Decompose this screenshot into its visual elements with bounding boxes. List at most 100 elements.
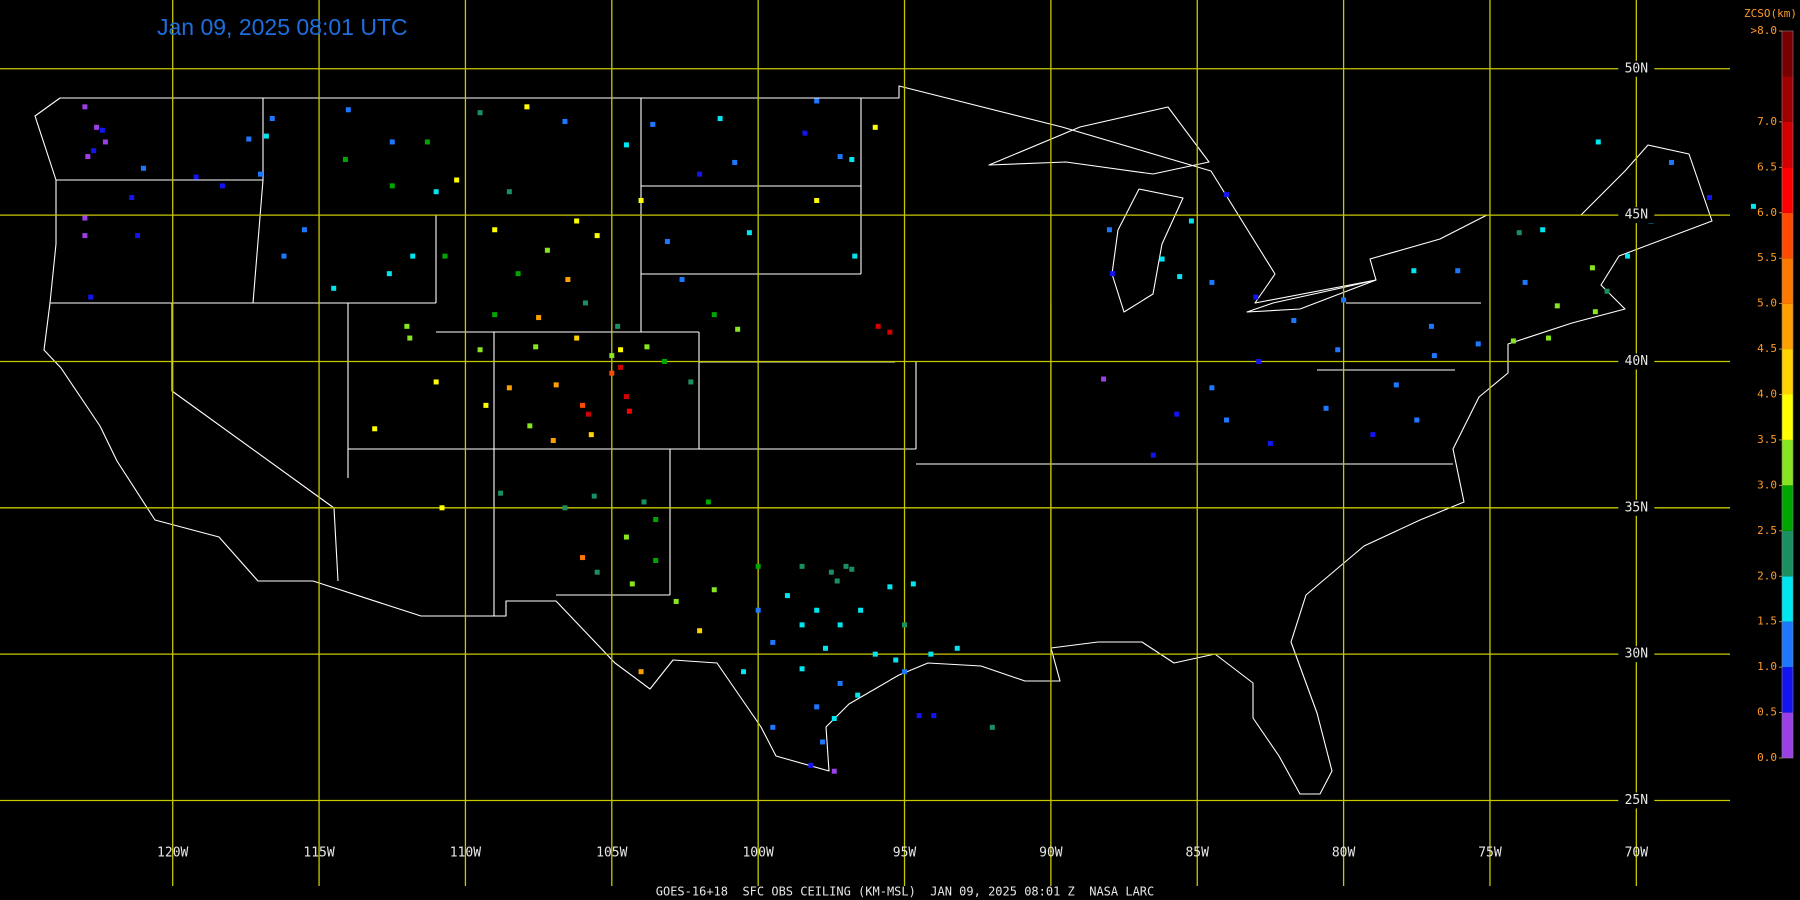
station-obs [219,183,225,189]
colorbar-bin [1782,712,1793,758]
colorbar-label: 3.5 [1757,433,1777,446]
station-obs [483,402,489,408]
station-obs [389,183,395,189]
station-obs [1475,341,1481,347]
station-obs [837,622,843,628]
station-obs [1177,274,1183,280]
colorbar-label: >8.0 [1751,24,1778,37]
station-obs [623,394,629,400]
station-obs [849,566,855,572]
lake-michigan [1111,188,1184,313]
colorbar-label: 3.0 [1757,478,1777,491]
station-obs [928,651,934,657]
station-obs [591,493,597,499]
station-obs [1625,253,1631,259]
station-obs [1589,265,1595,271]
station-obs [741,669,747,675]
lon-label: 115W [303,846,334,861]
station-obs [1595,139,1601,145]
station-obs [1540,227,1546,233]
colorbar-bin [1782,485,1793,531]
station-obs [954,645,960,651]
station-obs [386,271,392,277]
station-obs [580,402,586,408]
station-obs [1516,230,1522,236]
station-obs [433,379,439,385]
station-obs [814,704,820,710]
station-obs [433,189,439,195]
colorbar-bin [1782,31,1793,77]
colorbar-bin [1782,439,1793,486]
station-obs [1323,405,1329,411]
station-obs [301,227,307,233]
station-obs [372,426,378,432]
station-obs [799,622,805,628]
station-obs [533,344,539,350]
lon-label: 85W [1185,846,1209,861]
station-obs [258,171,264,177]
station-obs [822,645,828,651]
station-obs [345,107,351,113]
colorbar-label: 0.5 [1757,706,1777,719]
station-obs [799,666,805,672]
station-obs [770,724,776,730]
lon-label: 90W [1039,846,1063,861]
station-obs [94,124,100,130]
station-obs [88,294,94,300]
lake-superior [988,106,1210,175]
station-obs [615,323,621,329]
station-obs [331,285,337,291]
station-obs [1510,338,1516,344]
station-obs [1411,268,1417,274]
colorbar-label: 1.5 [1757,615,1777,628]
station-obs [498,490,504,496]
station-obs [594,233,600,239]
station-obs [623,534,629,540]
station-obs [477,110,483,116]
station-obs [717,116,723,122]
station-obs [638,669,644,675]
station-obs [85,154,91,160]
colorbar-label: 5.5 [1757,251,1777,264]
station-obs [135,233,141,239]
station-obs [831,716,837,722]
station-obs [544,247,550,253]
station-obs [424,139,430,145]
station-obs [506,385,512,391]
station-obs [407,335,413,341]
lon-label: 70W [1625,846,1649,861]
station-obs [688,379,694,385]
station-obs [893,657,899,663]
station-obs [711,312,717,318]
colorbar-label: 2.5 [1757,524,1777,537]
station-obs [1522,279,1528,285]
station-obs [1592,309,1598,315]
colorbar-label: 5.0 [1757,297,1777,310]
lon-label: 75W [1478,846,1502,861]
station-obs [618,347,624,353]
station-obs [140,165,146,171]
colorbar-label: 4.5 [1757,342,1777,355]
station-obs [626,408,632,414]
lat-label-bg [1618,792,1655,809]
colorbar-bin [1782,167,1793,213]
station-obs [653,517,659,523]
colorbar-bin [1782,121,1793,168]
station-obs [1106,227,1112,233]
station-obs [814,98,820,104]
station-obs [629,581,635,587]
station-obs [931,713,937,719]
station-obs [439,505,445,511]
station-obs [664,238,670,244]
footer: GOES-16+18 SFC OBS CEILING (KM-MSL) JAN … [656,885,1155,899]
station-obs [1335,347,1341,353]
station-obs [609,353,615,359]
station-obs [638,197,644,203]
station-obs [837,680,843,686]
station-obs [755,607,761,613]
colorbar-bin [1782,76,1793,122]
lat-label-bg [1618,646,1655,663]
